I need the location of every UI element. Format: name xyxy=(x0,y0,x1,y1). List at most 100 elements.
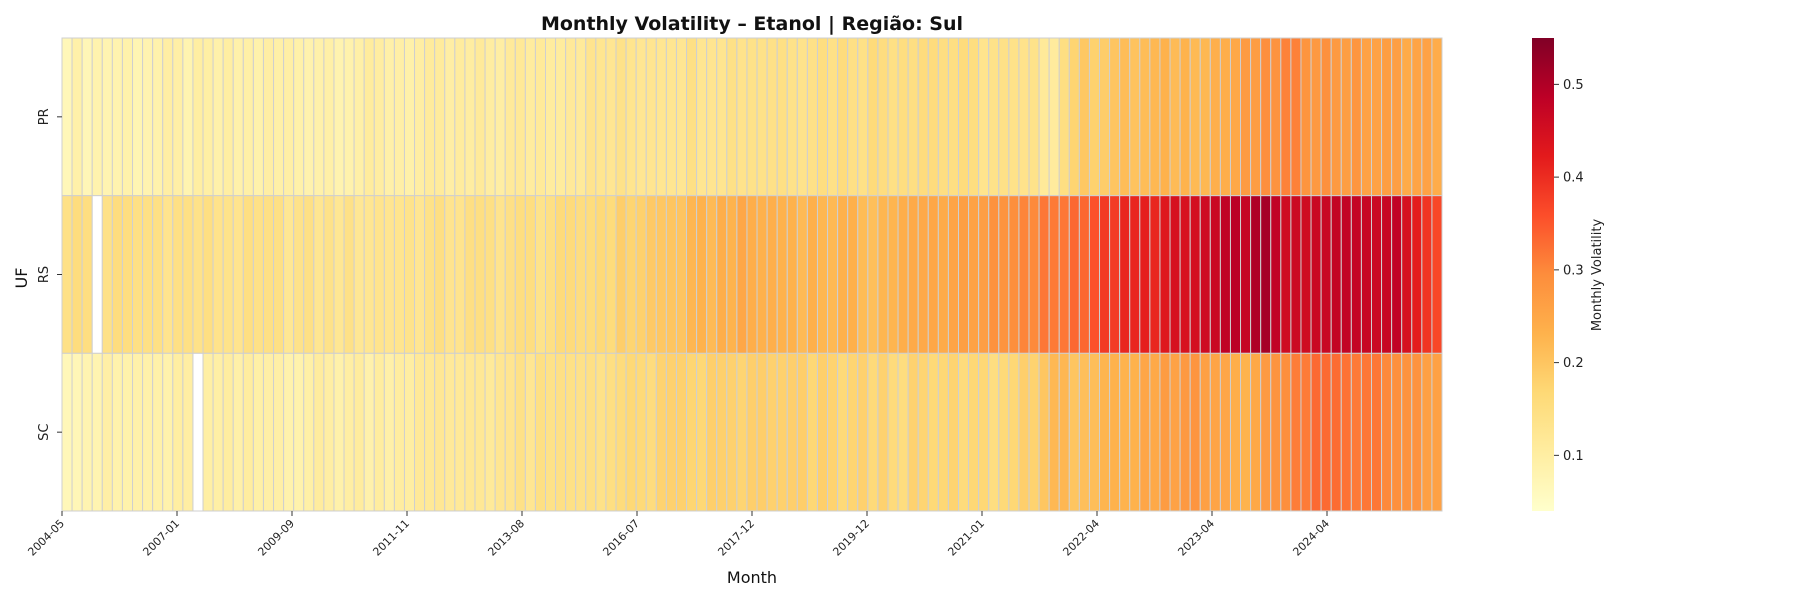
heatmap-cell xyxy=(998,37,1010,197)
heatmap-cell xyxy=(1189,195,1201,354)
heatmap-cell xyxy=(857,37,869,197)
heatmap-cell xyxy=(1431,195,1443,354)
heatmap-cell xyxy=(1018,37,1030,197)
x-axis-ticks: 2004-05 2007-01 2009-09 2011-11 2013-08 2016-… xyxy=(25,511,1332,559)
heatmap-cell xyxy=(1310,352,1322,512)
heatmap-cell xyxy=(293,195,305,354)
heatmap-cell xyxy=(1270,352,1282,512)
heatmap-cell xyxy=(1068,37,1080,197)
heatmap-cell xyxy=(212,195,224,354)
heatmap-cell xyxy=(192,37,204,197)
heatmap-cell xyxy=(373,195,385,354)
heatmap-cell xyxy=(424,195,436,354)
heatmap-cell xyxy=(1028,37,1040,197)
heatmap-cell xyxy=(1290,37,1302,197)
heatmap-cell xyxy=(555,195,567,354)
heatmap-cell xyxy=(142,37,154,197)
heatmap-cell xyxy=(81,352,93,512)
heatmap-cell xyxy=(625,352,637,512)
heatmap-cell xyxy=(927,195,939,354)
heatmap-cell xyxy=(1300,37,1312,197)
heatmap-cell xyxy=(1159,352,1171,512)
heatmap-cell xyxy=(816,37,829,197)
heatmap-cell xyxy=(1189,37,1201,197)
heatmap-cell xyxy=(585,37,597,197)
heatmap-cell xyxy=(746,195,758,354)
heatmap-cell xyxy=(645,352,657,512)
heatmap-cell xyxy=(262,352,275,512)
heatmap-cell xyxy=(988,195,1000,354)
heatmap-cell xyxy=(998,195,1010,354)
heatmap-cell xyxy=(816,195,829,354)
heatmap-cell xyxy=(1250,37,1262,197)
x-tick-label: 2017-12 xyxy=(715,517,757,559)
heatmap-cell xyxy=(1370,352,1383,512)
heatmap-cell xyxy=(716,37,728,197)
heatmap-cell xyxy=(202,352,214,512)
heatmap-cell xyxy=(806,352,818,512)
heatmap-cell xyxy=(121,352,134,512)
x-tick-label: 2009-09 xyxy=(255,517,297,559)
heatmap-cell xyxy=(81,37,93,197)
heatmap-cell xyxy=(1250,195,1262,354)
heatmap-cell xyxy=(1370,195,1383,354)
heatmap-cell xyxy=(978,352,990,512)
heatmap-cell xyxy=(1310,195,1322,354)
heatmap-cell xyxy=(776,37,788,197)
heatmap-cell xyxy=(927,37,939,197)
heatmap-cell xyxy=(575,352,587,512)
row-label-rs: RS xyxy=(37,266,52,283)
heatmap-cell xyxy=(1078,195,1090,354)
heatmap-cell xyxy=(504,195,516,354)
heatmap-cell xyxy=(444,37,456,197)
x-tick-label: 2013-08 xyxy=(485,517,527,559)
heatmap-cell xyxy=(1381,352,1393,512)
heatmap-cell xyxy=(907,352,919,512)
heatmap-cell xyxy=(464,195,476,354)
heatmap-cell xyxy=(1048,195,1060,354)
heatmap-cell xyxy=(1260,195,1272,354)
heatmap-cell xyxy=(625,37,637,197)
heatmap-cell xyxy=(91,352,103,512)
heatmap-cell xyxy=(565,37,577,197)
heatmap-cell xyxy=(323,352,335,512)
heatmap-cell xyxy=(524,195,536,354)
heatmap-cell xyxy=(283,37,295,197)
heatmap-cell xyxy=(837,37,849,197)
heatmap-cell xyxy=(313,195,325,354)
heatmap-cell xyxy=(192,195,204,354)
heatmap-cell xyxy=(726,352,738,512)
heatmap-cell xyxy=(625,195,637,354)
heatmap-cell xyxy=(1199,37,1211,197)
heatmap-cell xyxy=(1391,37,1403,197)
heatmap-cell xyxy=(585,195,597,354)
heatmap-cell xyxy=(494,195,506,354)
heatmap-cell xyxy=(686,37,698,197)
heatmap-cell xyxy=(1270,37,1282,197)
heatmap-cell xyxy=(142,352,154,512)
heatmap-cell xyxy=(1088,37,1101,197)
heatmap-cell xyxy=(383,352,395,512)
heatmap-cell xyxy=(1088,352,1101,512)
heatmap-cell xyxy=(121,195,134,354)
heatmap-cell xyxy=(1350,352,1362,512)
heatmap-cell xyxy=(172,37,184,197)
heatmap-cell xyxy=(555,37,567,197)
heatmap-cell xyxy=(363,195,375,354)
heatmap-cell xyxy=(615,352,627,512)
heatmap-cell xyxy=(937,37,949,197)
heatmap-cell xyxy=(1320,195,1332,354)
heatmap-cell xyxy=(1038,37,1050,197)
heatmap-cell xyxy=(1300,195,1312,354)
heatmap-cell xyxy=(887,37,899,197)
heatmap-cell xyxy=(262,37,275,197)
heatmap-cell xyxy=(424,352,436,512)
heatmap-cell xyxy=(424,37,436,197)
heatmap-cell xyxy=(897,37,909,197)
heatmap-cell xyxy=(756,195,768,354)
heatmap-cell xyxy=(615,195,627,354)
heatmap-cell xyxy=(202,195,214,354)
heatmap-cell xyxy=(595,37,607,197)
heatmap-cell xyxy=(1240,37,1252,197)
heatmap-cell xyxy=(534,195,546,354)
